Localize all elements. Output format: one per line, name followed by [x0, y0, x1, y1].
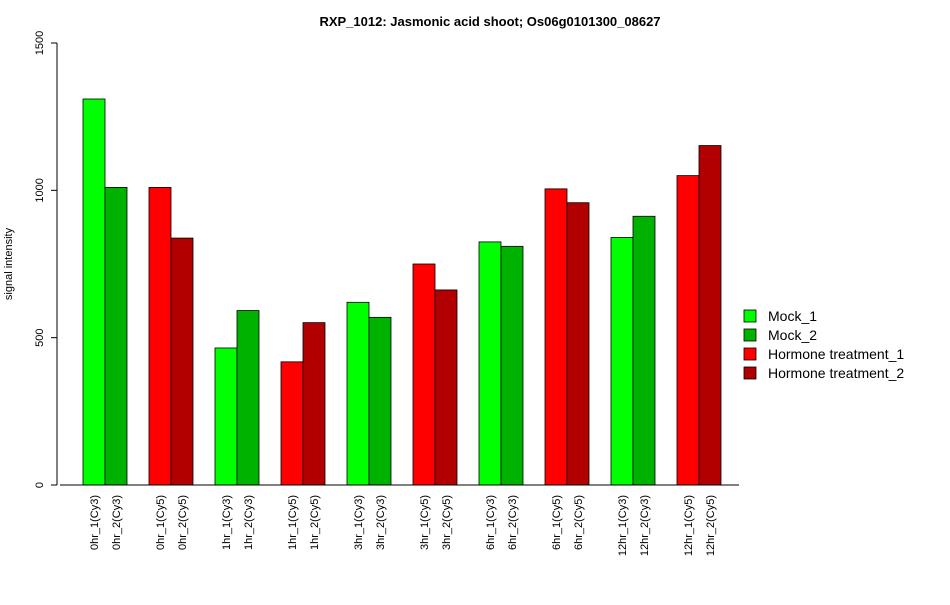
x-tick-label: 12hr_2(Cy5) — [705, 495, 717, 556]
bar — [280, 361, 304, 486]
bar — [434, 289, 458, 486]
bar — [478, 241, 502, 486]
bar — [676, 175, 700, 486]
x-tick-label: 1hr_2(Cy3) — [243, 495, 255, 550]
y-axis-label: signal intensity — [3, 227, 15, 300]
bar — [500, 245, 524, 486]
x-tick-label: 3hr_2(Cy5) — [441, 495, 453, 550]
legend-label: Hormone treatment_1 — [768, 346, 904, 362]
bar — [148, 186, 172, 486]
legend-label: Mock_1 — [768, 308, 817, 324]
legend-swatch — [743, 366, 757, 380]
y-tick-label: 0 — [34, 482, 46, 488]
bar — [610, 237, 634, 486]
x-tick-label: 0hr_2(Cy5) — [177, 495, 189, 550]
legend-swatch — [743, 309, 757, 323]
bars — [82, 98, 722, 486]
bar — [412, 263, 436, 486]
bar — [368, 316, 392, 486]
legend-label: Mock_2 — [768, 327, 817, 343]
y-tick-label: 1500 — [34, 31, 46, 55]
x-tick-label: 12hr_1(Cy3) — [617, 495, 629, 556]
bar — [236, 310, 260, 486]
bar — [170, 237, 194, 486]
legend-swatch — [743, 347, 757, 361]
x-tick-label: 1hr_1(Cy3) — [221, 495, 233, 550]
x-tick-label: 1hr_2(Cy5) — [309, 495, 321, 550]
x-tick-label: 3hr_2(Cy3) — [375, 495, 387, 550]
bar — [214, 347, 238, 486]
bar — [104, 186, 128, 486]
x-tick-label: 1hr_1(Cy5) — [287, 495, 299, 550]
legend: Mock_1 Mock_2 Hormone treatment_1 Hormone t… — [743, 308, 904, 381]
bar — [346, 301, 370, 486]
chart-title: RXP_1012: Jasmonic acid shoot; Os06g0101… — [319, 14, 660, 29]
x-tick-labels: 0hr_1(Cy3) 0hr_2(Cy3) 0hr_1(Cy5) 0hr_2(Cy5)… — [89, 495, 717, 556]
x-tick-label: 6hr_1(Cy3) — [485, 495, 497, 550]
bar — [632, 215, 656, 486]
y-axis: 0 500 1000 1500 — [34, 31, 58, 488]
legend-swatch — [743, 328, 757, 342]
y-tick-label: 500 — [34, 328, 46, 346]
bar — [302, 322, 326, 486]
x-tick-label: 6hr_2(Cy3) — [507, 495, 519, 550]
bar — [698, 145, 722, 486]
bar — [82, 98, 106, 486]
x-tick-label: 6hr_1(Cy5) — [551, 495, 563, 550]
x-tick-label: 0hr_1(Cy3) — [89, 495, 101, 550]
x-tick-label: 0hr_2(Cy3) — [111, 495, 123, 550]
y-tick-label: 1000 — [34, 178, 46, 202]
x-tick-label: 12hr_2(Cy3) — [639, 495, 651, 556]
x-tick-label: 3hr_1(Cy5) — [419, 495, 431, 550]
x-tick-label: 3hr_1(Cy3) — [353, 495, 365, 550]
x-tick-label: 6hr_2(Cy5) — [573, 495, 585, 550]
bar — [544, 188, 568, 486]
legend-label: Hormone treatment_2 — [768, 365, 904, 381]
bar — [566, 202, 590, 486]
x-tick-label: 12hr_1(Cy5) — [683, 495, 695, 556]
x-tick-label: 0hr_1(Cy5) — [155, 495, 167, 550]
